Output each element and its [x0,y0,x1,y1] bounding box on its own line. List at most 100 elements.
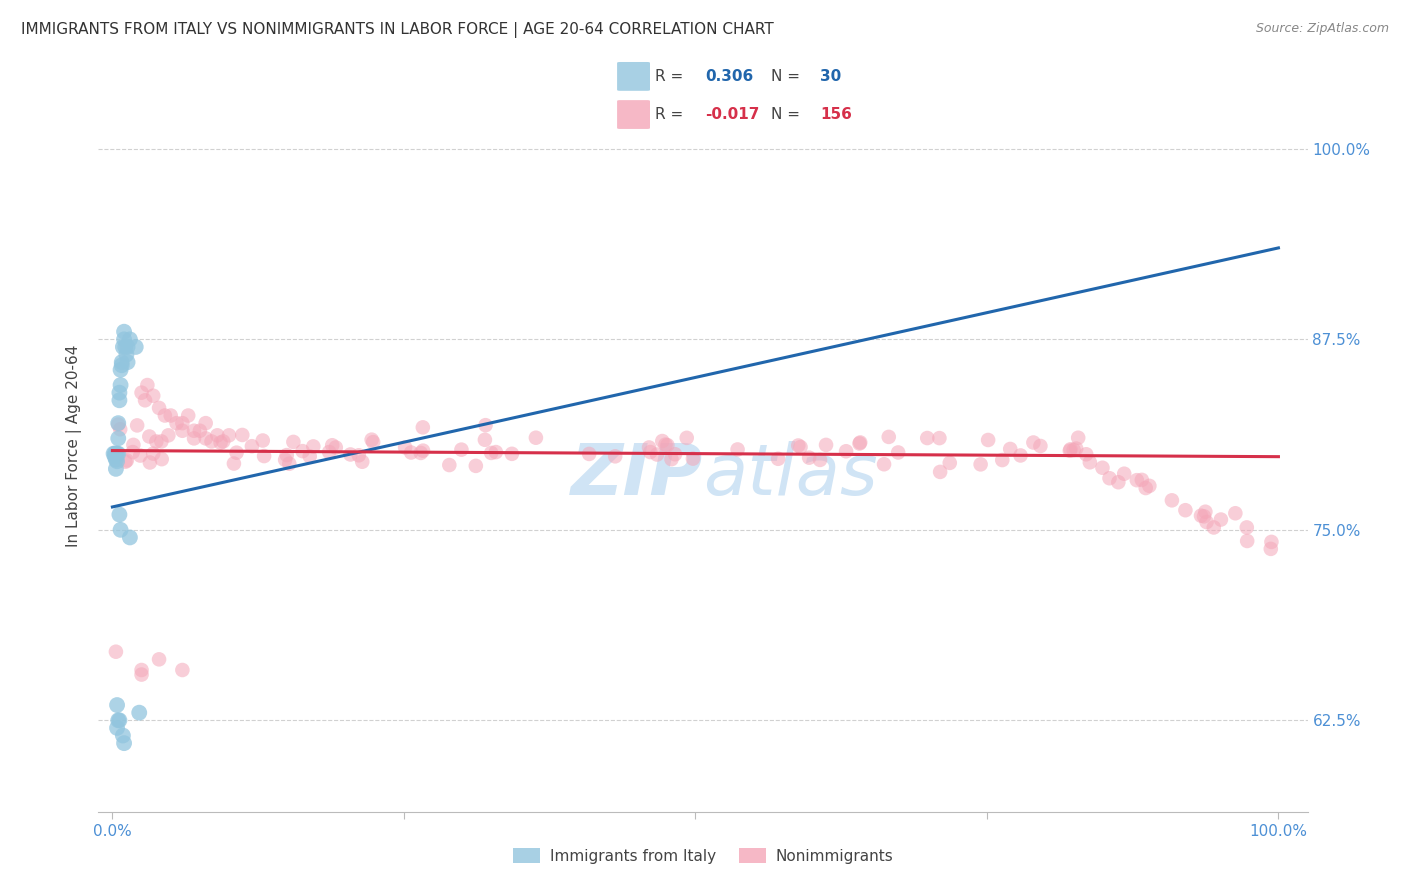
Point [194,431,217,445]
Point [121,445,143,459]
Point [1209,512,1232,526]
Point [1114,467,1136,481]
Point [766,451,789,466]
Point [439,458,461,472]
Point [136,378,159,392]
Point [1076,447,1098,461]
Point [278,457,301,471]
Point [212,434,235,449]
Point [222,457,245,471]
Point [361,435,384,450]
Point [325,441,347,455]
Point [835,444,858,458]
Point [1064,442,1087,456]
Point [207,428,229,442]
Text: 156: 156 [820,107,852,122]
Point [134,393,156,408]
Point [1135,481,1157,495]
Text: -0.017: -0.017 [704,107,759,122]
Point [1236,533,1258,548]
Point [104,462,127,476]
Point [172,663,194,677]
Point [524,431,547,445]
Point [1126,473,1149,487]
Point [787,438,810,452]
Point [105,454,128,468]
Point [148,652,170,666]
Point [929,465,952,479]
Text: R =: R = [655,107,689,122]
Point [108,385,131,400]
Text: Source: ZipAtlas.com: Source: ZipAtlas.com [1256,22,1389,36]
Point [112,332,135,346]
Point [107,447,129,461]
Point [1107,475,1129,490]
Point [664,447,686,461]
Point [1174,503,1197,517]
Point [150,452,173,467]
Point [464,458,486,473]
Text: ZIP: ZIP [571,441,703,509]
Point [849,435,872,450]
Point [651,434,673,448]
Point [799,450,821,465]
Point [108,393,131,408]
Point [231,428,253,442]
Text: atlas: atlas [703,441,877,509]
Point [118,530,141,544]
Point [399,445,422,459]
Point [1010,449,1032,463]
Point [877,430,900,444]
Text: 0.306: 0.306 [704,69,754,84]
Point [291,444,314,458]
Point [474,433,496,447]
Point [1063,442,1085,457]
Point [139,455,162,469]
Point [105,447,128,461]
Point [166,416,188,430]
Point [1059,442,1081,457]
Point [142,389,165,403]
Point [1029,439,1052,453]
Point [103,447,125,461]
Point [145,434,167,449]
Point [117,340,139,354]
Point [225,445,247,459]
Point [104,645,127,659]
Point [1189,508,1212,523]
Point [360,433,382,447]
Point [1067,431,1090,445]
Point [104,447,127,461]
Point [1195,515,1218,529]
Point [657,438,679,452]
Legend: Immigrants from Italy, Nonimmigrants: Immigrants from Italy, Nonimmigrants [506,842,900,870]
Point [131,663,153,677]
Point [104,447,127,461]
Point [347,448,370,462]
Point [873,457,896,471]
Point [1192,509,1215,524]
Point [394,441,416,455]
Text: N =: N = [770,107,804,122]
Point [104,452,127,467]
Point [638,441,661,455]
Point [200,434,222,449]
Point [605,450,627,464]
Point [111,355,134,369]
Point [1194,505,1216,519]
Point [108,713,131,727]
Point [150,434,173,449]
Point [108,422,131,436]
Point [654,437,676,451]
Point [977,433,1000,447]
Point [640,445,662,459]
Point [789,440,811,454]
Point [1161,493,1184,508]
Point [209,435,232,450]
Point [1059,443,1081,458]
Point [253,449,276,463]
Point [142,447,165,461]
Point [1225,506,1247,520]
Point [131,385,153,400]
Point [218,428,240,442]
